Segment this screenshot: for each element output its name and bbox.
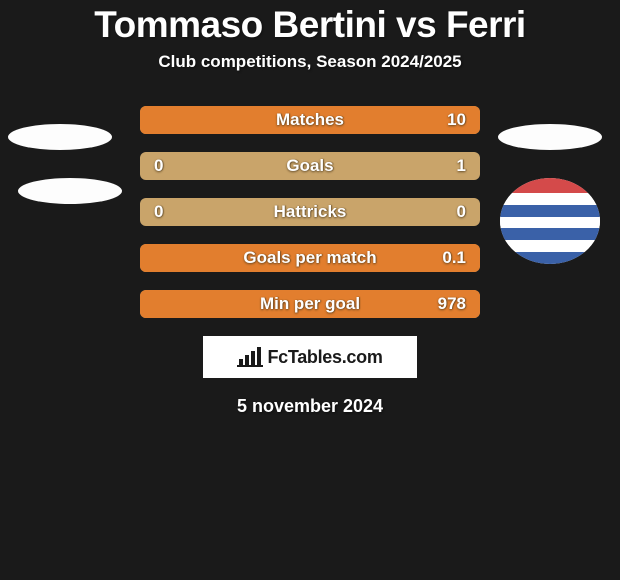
stat-label: Min per goal [260,294,360,314]
stat-label: Hattricks [274,202,347,222]
stat-value-right: 0.1 [442,248,466,268]
stat-value-left: 0 [154,156,163,176]
stat-row: 0 Hattricks 0 [140,198,480,226]
stat-value-right: 1 [457,156,466,176]
stat-value-right: 10 [447,110,466,130]
stat-value-left: 0 [154,202,163,222]
stat-rows: Matches100Goals10Hattricks0Goals per mat… [140,106,480,318]
stat-row: Goals per match 0.1 [140,244,480,272]
stat-label: Goals [286,156,333,176]
stat-row: Min per goal 978 [140,290,480,318]
branding-text: FcTables.com [267,347,382,368]
bar-chart-icon [237,347,263,367]
stat-label: Matches [276,110,344,130]
subtitle: Club competitions, Season 2024/2025 [0,52,620,72]
date-label: 5 november 2024 [0,396,620,417]
stat-row: 0 Goals 1 [140,152,480,180]
comparison-card: Tommaso Bertini vs Ferri Club competitio… [0,0,620,580]
stat-row: Matches 10 [140,106,480,134]
stats-area: Matches100Goals10Hattricks0Goals per mat… [0,106,620,318]
stat-label: Goals per match [243,248,376,268]
stat-value-right: 0 [457,202,466,222]
stat-value-right: 978 [438,294,466,314]
branding-box: FcTables.com [203,336,417,378]
page-title: Tommaso Bertini vs Ferri [0,4,620,46]
